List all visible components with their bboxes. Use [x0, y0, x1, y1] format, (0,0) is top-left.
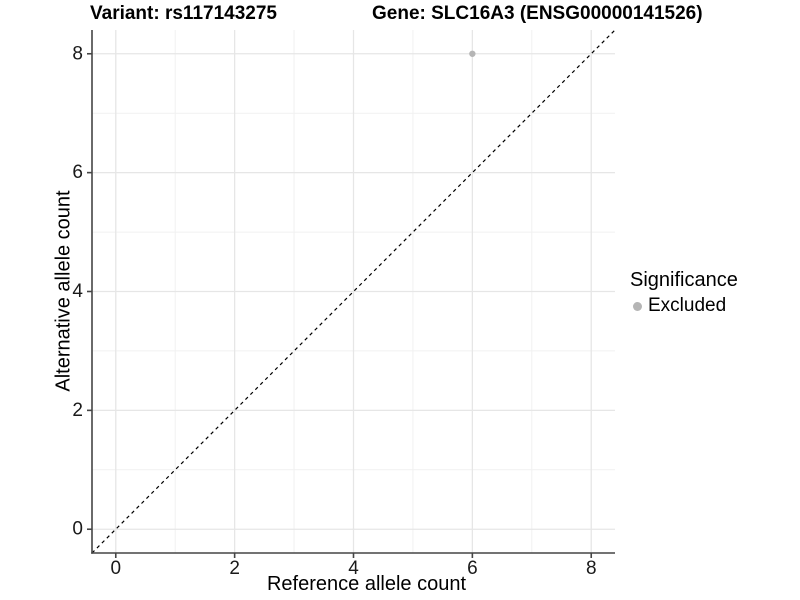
y-tick-label: 8 — [72, 43, 83, 64]
legend-title: Significance — [630, 269, 738, 291]
plot-title-variant: Variant: rs117143275 — [90, 3, 277, 24]
identity-dashed-line — [91, 29, 616, 554]
x-tick-label: 6 — [467, 558, 478, 579]
x-tick-label: 2 — [229, 558, 240, 579]
y-tick-label: 2 — [72, 400, 83, 421]
x-axis-title: Reference allele count — [266, 573, 466, 595]
x-tick-label: 0 — [110, 558, 121, 579]
y-tick-label: 0 — [72, 519, 83, 540]
legend-point-icon — [633, 301, 642, 311]
y-tick-label: 4 — [72, 281, 83, 302]
y-tick-label: 6 — [72, 162, 83, 183]
data-point — [469, 50, 476, 57]
legend: Significance Excluded — [630, 269, 738, 317]
legend-item-label: Excluded — [648, 295, 727, 316]
legend-item-excluded: Excluded — [630, 295, 738, 317]
y-axis-title: Alternative allele count — [52, 190, 75, 392]
x-tick-label: 4 — [348, 558, 359, 579]
x-tick-label: 8 — [586, 558, 597, 579]
plot-title-gene: Gene: SLC16A3 (ENSG00000141526) — [372, 3, 703, 24]
